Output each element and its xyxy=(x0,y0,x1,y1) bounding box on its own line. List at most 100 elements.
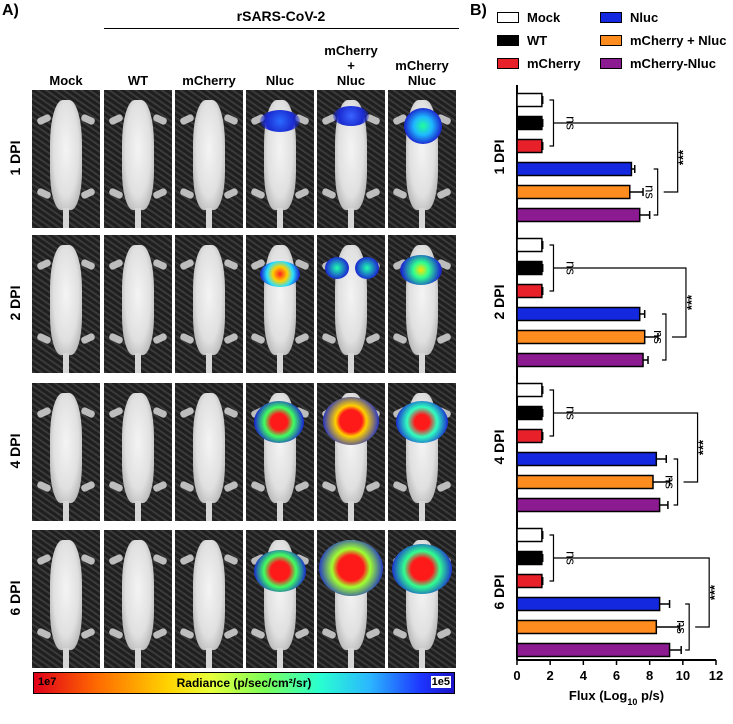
x-tick-label: 0 xyxy=(513,668,520,683)
group-label: 6 DPI xyxy=(491,574,507,609)
legend-label: WT xyxy=(527,33,548,48)
mouse-image xyxy=(175,90,243,228)
significance-label: ns xyxy=(674,620,689,634)
significance-bracket xyxy=(553,412,699,483)
legend-swatch xyxy=(497,58,519,69)
luminescence-signal xyxy=(260,261,300,287)
row-label: 1 DPI xyxy=(7,140,23,176)
legend-swatch xyxy=(497,35,519,46)
bar xyxy=(516,550,543,566)
luminescence-signal xyxy=(325,257,349,279)
mouse-image xyxy=(388,383,456,521)
luminescence-signal xyxy=(254,401,304,443)
mouse-image xyxy=(104,383,172,521)
significance-bracket xyxy=(549,389,555,437)
bar xyxy=(516,497,661,513)
significance-bracket xyxy=(653,168,659,216)
legend-label: mCherry xyxy=(527,56,581,71)
bar xyxy=(516,329,646,345)
significance-bracket xyxy=(549,244,555,292)
bar xyxy=(516,382,543,398)
column-label: mCherry + Nluc xyxy=(324,43,378,88)
luminescence-signal xyxy=(323,397,379,445)
significance-bracket xyxy=(553,267,687,338)
significance-bracket xyxy=(553,557,710,628)
significance-bracket xyxy=(549,534,555,582)
row-label: 6 DPI xyxy=(7,580,23,616)
mouse-image xyxy=(317,235,385,373)
significance-label: ns xyxy=(643,185,658,199)
legend-swatch xyxy=(600,12,622,23)
flux-bar-chart: 0 2 4 6 8 10 12 Flux (Log10 p/s) 1 DPI ns *** ns 2 D… xyxy=(491,85,723,707)
significance-label: *** xyxy=(676,149,691,165)
panel-a-letter: A) xyxy=(2,2,19,19)
colorbar-title: Radiance (p/sec/cm²/sr) xyxy=(176,676,312,690)
bar xyxy=(516,207,641,223)
luminescence-signal xyxy=(404,108,442,144)
column-label: mCherry Nluc xyxy=(395,58,449,88)
mouse-image xyxy=(388,530,456,668)
significance-label: ns xyxy=(651,330,666,344)
significance-bracket xyxy=(553,122,679,193)
legend-item: Mock xyxy=(497,10,560,25)
mouse-image xyxy=(32,383,100,521)
legend-item: mCherry + Nluc xyxy=(600,33,726,48)
bar xyxy=(516,184,631,200)
luminescence-signal xyxy=(254,550,306,592)
significance-label: *** xyxy=(707,584,722,600)
group-label: 4 DPI xyxy=(491,429,507,464)
bar xyxy=(516,306,641,322)
mouse-image xyxy=(32,235,100,373)
row-label: 2 DPI xyxy=(7,285,23,321)
legend-item: mCherry-Nluc xyxy=(600,56,716,71)
bar xyxy=(516,138,543,154)
legend-item: Nluc xyxy=(600,10,658,25)
significance-bracket xyxy=(661,313,667,361)
column-label: Mock xyxy=(49,73,83,88)
x-tick-label: 8 xyxy=(646,668,653,683)
bar xyxy=(516,474,654,490)
x-tick-label: 2 xyxy=(547,668,554,683)
mouse-image xyxy=(32,530,100,668)
luminescence-signal xyxy=(333,106,369,126)
legend-swatch xyxy=(600,35,622,46)
significance-bracket xyxy=(673,458,679,506)
virus-header: rSARS-CoV-2 xyxy=(236,8,326,24)
panel-b-letter: B) xyxy=(470,2,487,19)
legend-swatch xyxy=(600,58,622,69)
legend-label: Mock xyxy=(527,10,561,25)
legend-swatch xyxy=(497,12,519,23)
mouse-image xyxy=(388,235,456,373)
bar xyxy=(516,92,543,108)
mouse-image xyxy=(246,90,314,228)
significance-label: *** xyxy=(684,294,699,310)
mouse-image xyxy=(388,90,456,228)
significance-bracket xyxy=(685,603,690,651)
bar xyxy=(516,573,543,589)
bar xyxy=(516,527,543,543)
luminescence-signal xyxy=(396,401,448,443)
virus-header-line xyxy=(104,28,459,29)
row-label: 4 DPI xyxy=(7,433,23,469)
bar xyxy=(516,428,543,444)
mouse-image xyxy=(246,530,314,668)
bar xyxy=(516,619,658,635)
legend-item: WT xyxy=(497,33,547,48)
bar xyxy=(516,405,543,421)
x-axis-label: Flux (Log10 p/s) xyxy=(569,688,664,707)
group-label: 2 DPI xyxy=(491,284,507,319)
mouse-image xyxy=(32,90,100,228)
column-label: WT xyxy=(127,73,149,88)
significance-bracket xyxy=(549,99,555,147)
bar xyxy=(516,642,671,658)
x-tick-label: 10 xyxy=(676,668,690,683)
mouse-image xyxy=(246,383,314,521)
significance-label: *** xyxy=(696,439,711,455)
group-label: 1 DPI xyxy=(491,139,507,174)
bar xyxy=(516,115,543,131)
legend-label: Nluc xyxy=(630,10,659,25)
luminescence-signal xyxy=(260,110,300,132)
mouse-image xyxy=(175,530,243,668)
x-tick-label: 6 xyxy=(613,668,620,683)
bar xyxy=(516,596,661,612)
